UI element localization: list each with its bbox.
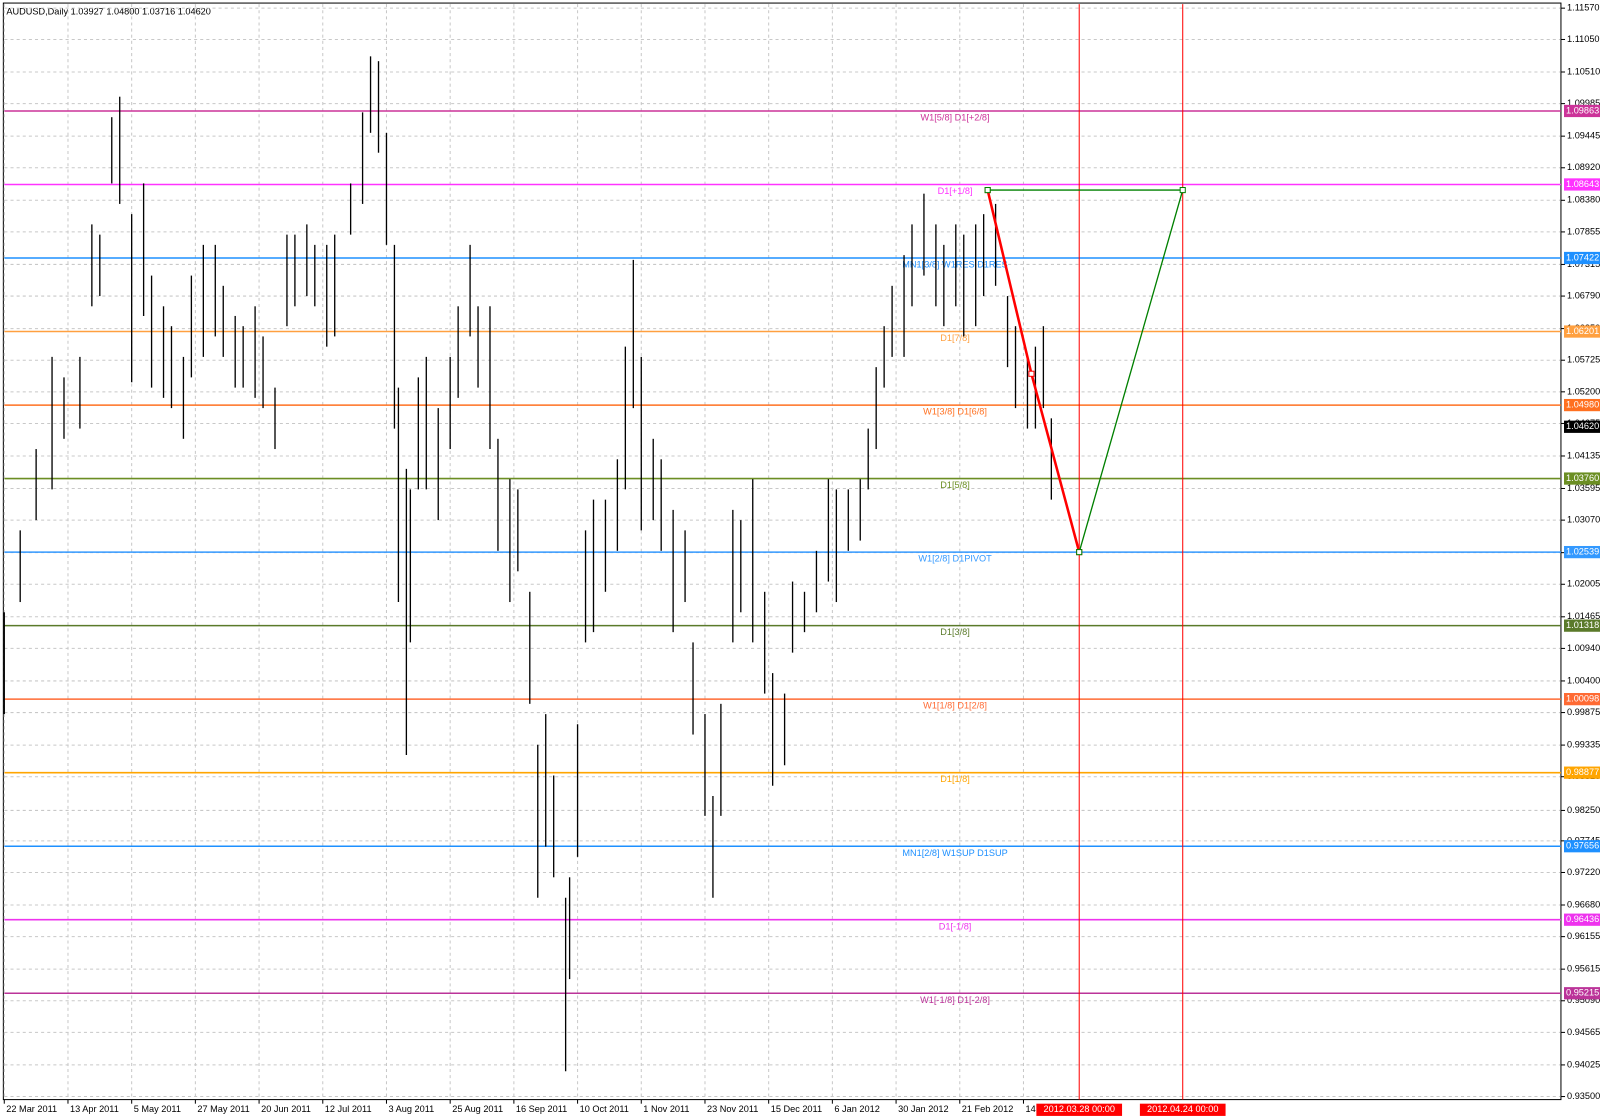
price-tag bbox=[1564, 766, 1600, 779]
y-tick-label: 1.03595 bbox=[1567, 483, 1600, 493]
price-tag-label: 0.97656 bbox=[1566, 841, 1599, 851]
y-tick-label: 1.04135 bbox=[1567, 450, 1600, 460]
level-label: D1[7/8] bbox=[940, 333, 970, 343]
price-tag bbox=[1564, 251, 1600, 265]
time-tag-label: 2012.04.24 00:00 bbox=[1147, 1104, 1218, 1114]
drawing-anchor bbox=[1028, 370, 1035, 377]
x-tick-label: 5 May 2011 bbox=[134, 1104, 181, 1114]
price-tag bbox=[1564, 693, 1600, 706]
x-tick-label: 6 Jan 2012 bbox=[834, 1104, 879, 1114]
y-tick-label: 1.02005 bbox=[1567, 579, 1600, 589]
x-tick-label: 14 bbox=[1026, 1104, 1036, 1114]
price-tag bbox=[1564, 619, 1600, 632]
price-tag bbox=[1564, 545, 1600, 559]
y-tick-label: 0.93500 bbox=[1567, 1091, 1600, 1101]
y-tick-label: 0.95615 bbox=[1567, 964, 1600, 974]
price-tag-label: 1.06201 bbox=[1566, 326, 1599, 336]
x-tick-label: 27 May 2011 bbox=[197, 1104, 249, 1114]
x-tick-label: 15 Dec 2011 bbox=[771, 1104, 822, 1114]
last-price-tag bbox=[1564, 420, 1600, 433]
y-tick-label: 1.05725 bbox=[1567, 355, 1600, 365]
price-tag-label: 1.00098 bbox=[1566, 694, 1599, 704]
x-tick-label: 1 Nov 2011 bbox=[643, 1104, 689, 1114]
y-tick-label: 1.05200 bbox=[1567, 386, 1600, 396]
level-label: W1[1/8] D1[2/8] bbox=[923, 701, 987, 711]
x-tick-label: 30 Jan 2012 bbox=[898, 1104, 949, 1114]
time-tag bbox=[1036, 1103, 1123, 1116]
y-tick-label: 1.00940 bbox=[1567, 643, 1600, 653]
x-tick-label: 10 Oct 2011 bbox=[580, 1104, 629, 1114]
y-tick-label: 0.95090 bbox=[1567, 995, 1600, 1005]
y-tick-label: 1.08920 bbox=[1567, 162, 1600, 172]
y-tick-label: 1.03070 bbox=[1567, 515, 1600, 525]
level-label: W1[3/8] D1[6/8] bbox=[923, 407, 987, 417]
price-tag-label: 1.07422 bbox=[1566, 252, 1599, 262]
level-label: MN1[3/8] W1RES D1RES bbox=[902, 260, 1008, 270]
level-label: W1[-1/8] D1[-2/8] bbox=[920, 995, 990, 1005]
level-label: W1[2/8] D1PIVOT bbox=[918, 554, 992, 564]
x-tick-label: 16 Sep 2011 bbox=[516, 1104, 567, 1114]
drawing-anchor bbox=[1179, 186, 1186, 194]
chart-title: AUDUSD,Daily 1.03927 1.04800 1.03716 1.0… bbox=[6, 7, 210, 17]
time-tag bbox=[1139, 1103, 1226, 1116]
x-tick-label: 22 Mar 2011 bbox=[6, 1104, 57, 1114]
y-tick-label: 1.09445 bbox=[1567, 131, 1600, 141]
plot-frame bbox=[2, 2, 1562, 1101]
y-tick-label: 0.99875 bbox=[1567, 707, 1600, 717]
y-tick-label: 1.11050 bbox=[1567, 34, 1599, 44]
price-tag bbox=[1564, 325, 1600, 338]
price-tag-label: 0.96436 bbox=[1566, 914, 1599, 924]
y-tick-label: 0.98250 bbox=[1567, 805, 1600, 815]
price-tag bbox=[1564, 472, 1600, 485]
level-label: MN1[2/8] W1SUP D1SUP bbox=[902, 848, 1007, 858]
y-tick-label: 0.94025 bbox=[1567, 1059, 1600, 1069]
level-label: D1[-1/8] bbox=[939, 921, 972, 931]
drawing-anchor bbox=[984, 186, 991, 194]
level-label: D1[5/8] bbox=[940, 480, 970, 490]
y-tick-label: 1.07855 bbox=[1567, 226, 1600, 236]
level-label: D1[+1/8] bbox=[938, 186, 973, 196]
y-tick-label: 0.96680 bbox=[1567, 899, 1600, 909]
y-tick-label: 0.94565 bbox=[1567, 1027, 1600, 1037]
last-price-label: 1.04620 bbox=[1566, 421, 1599, 431]
price-tag bbox=[1564, 987, 1600, 1000]
y-tick-label: 1.08380 bbox=[1567, 195, 1600, 205]
y-tick-label: 0.96155 bbox=[1567, 931, 1600, 941]
price-tag-label: 1.08643 bbox=[1566, 179, 1599, 189]
y-tick-label: 1.01465 bbox=[1567, 611, 1600, 621]
price-tag bbox=[1564, 840, 1600, 853]
x-tick-label: 25 Aug 2011 bbox=[452, 1104, 503, 1114]
y-tick-label: 1.06790 bbox=[1567, 290, 1600, 300]
level-label: D1[3/8] bbox=[940, 627, 970, 637]
level-label: W1[5/8] D1[+2/8] bbox=[920, 113, 989, 123]
price-tag bbox=[1564, 178, 1600, 191]
price-tag-label: 0.95215 bbox=[1566, 988, 1599, 998]
price-tag-label: 1.02539 bbox=[1566, 547, 1599, 557]
price-tag-label: 1.09863 bbox=[1566, 105, 1599, 115]
time-tag-label: 2012.03.28 00:00 bbox=[1044, 1104, 1115, 1114]
x-tick-label: 21 Feb 2012 bbox=[962, 1104, 1014, 1114]
x-tick-label: 20 Jun 2011 bbox=[261, 1104, 311, 1114]
y-tick-label: 0.99335 bbox=[1567, 740, 1600, 750]
level-label: D1[1/8] bbox=[940, 774, 970, 784]
price-tag-label: 1.04980 bbox=[1566, 400, 1599, 410]
price-tag bbox=[1564, 398, 1600, 412]
y-tick-label: 1.09985 bbox=[1567, 98, 1600, 108]
x-tick-label: 3 Aug 2011 bbox=[389, 1104, 435, 1114]
y-tick-label: 1.11570 bbox=[1567, 3, 1599, 13]
x-tick-label: 13 Apr 2011 bbox=[70, 1104, 119, 1114]
price-tag-label: 1.03760 bbox=[1566, 473, 1599, 483]
x-tick-label: 12 Jul 2011 bbox=[325, 1104, 372, 1114]
y-tick-label: 1.00400 bbox=[1567, 675, 1600, 685]
y-tick-label: 1.10510 bbox=[1567, 66, 1600, 76]
price-tag bbox=[1564, 104, 1600, 118]
price-tag-label: 0.98877 bbox=[1566, 767, 1599, 777]
price-tag bbox=[1564, 913, 1600, 926]
drawing-anchor bbox=[1076, 549, 1083, 556]
price-tag-label: 1.01318 bbox=[1566, 620, 1599, 630]
x-tick-label: 23 Nov 2011 bbox=[707, 1104, 758, 1114]
y-tick-label: 0.97220 bbox=[1567, 867, 1600, 877]
